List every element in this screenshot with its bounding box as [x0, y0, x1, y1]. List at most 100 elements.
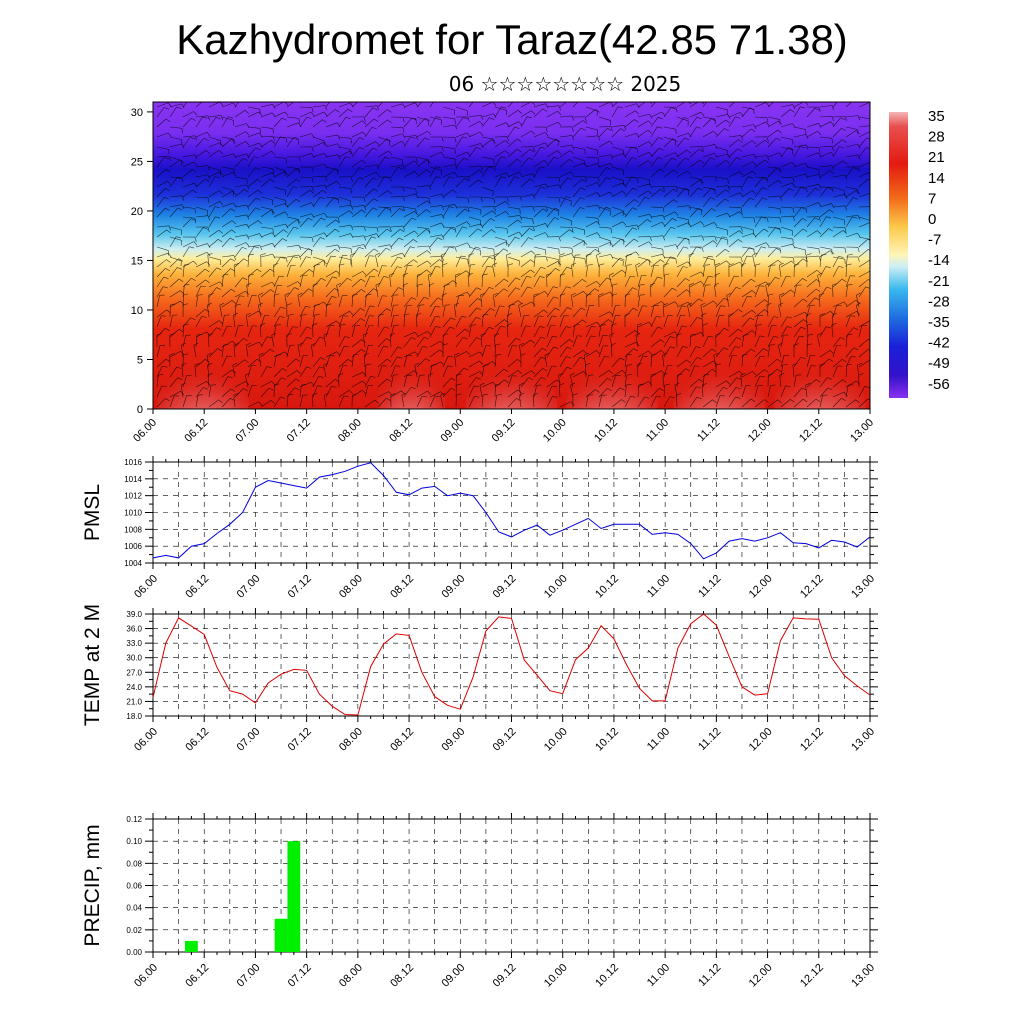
wind-barb — [403, 239, 414, 248]
wind-barb — [637, 236, 650, 238]
wind-barb-flag — [591, 325, 597, 328]
wind-barb — [416, 130, 428, 138]
wind-barb-flag — [331, 296, 337, 298]
wind-barb — [819, 286, 828, 298]
wind-barb — [390, 156, 403, 161]
wind-barb-flag — [527, 286, 533, 289]
wind-barb — [338, 295, 343, 308]
wind-barb — [377, 119, 388, 128]
wind-barb — [728, 116, 736, 128]
wind-barb-flag — [517, 110, 522, 114]
wind-barb-flag — [787, 316, 793, 319]
x-tick-label: 07.12 — [286, 726, 314, 754]
wind-barb — [416, 346, 423, 358]
wind-barb-flag — [434, 395, 440, 397]
wind-barb — [507, 389, 518, 398]
wind-barb-flag — [687, 170, 692, 175]
wind-barb-flag — [698, 148, 704, 153]
wind-barb-flag — [490, 308, 495, 312]
wind-barb-flag — [284, 211, 289, 216]
wind-barb-flag — [372, 107, 378, 111]
wind-barb — [728, 287, 737, 298]
wind-barb-flag — [194, 208, 196, 214]
wind-barb-flag — [272, 104, 276, 109]
wind-barb — [767, 294, 769, 308]
y-tick-label: 0.10 — [126, 837, 142, 846]
wind-barb — [741, 153, 754, 158]
wind-barb — [232, 365, 236, 378]
wind-barb-flag — [530, 269, 535, 274]
wind-barb-flag — [600, 324, 606, 326]
wind-barb — [442, 189, 453, 198]
wind-barb-flag — [463, 117, 468, 120]
wind-barb — [156, 366, 163, 378]
wind-barb — [728, 157, 737, 168]
wind-barb-flag — [245, 290, 250, 295]
wind-barb — [351, 339, 362, 348]
wind-barb — [598, 325, 602, 338]
wind-barb — [260, 268, 271, 278]
wind-barb — [312, 265, 316, 278]
wind-barb — [806, 288, 817, 298]
wind-barb — [156, 180, 168, 188]
wind-barb-flag — [320, 217, 326, 221]
wind-barb — [806, 269, 818, 278]
wind-barb-flag — [545, 103, 549, 109]
wind-barb — [245, 315, 249, 328]
wind-barb-flag — [518, 171, 523, 177]
wind-barb-flag — [715, 363, 721, 366]
wind-barb — [663, 169, 674, 178]
y-tick-label: 0.08 — [126, 859, 142, 868]
wind-barb — [636, 325, 639, 338]
wind-barb — [650, 259, 661, 268]
wind-barb-flag — [285, 223, 289, 229]
wind-barb-flag — [206, 381, 211, 386]
wind-barb-flag — [452, 189, 457, 194]
wind-barb — [637, 350, 649, 358]
wind-barb-flag — [456, 383, 462, 386]
wind-barb-flag — [623, 153, 627, 158]
wind-barb — [429, 365, 433, 378]
wind-barb-flag — [551, 365, 557, 367]
wind-barb — [403, 193, 416, 198]
wind-barb — [533, 205, 546, 208]
wind-barb — [689, 346, 697, 358]
wind-barb — [754, 159, 765, 168]
wind-barb-flag — [674, 152, 679, 157]
wind-barb — [480, 335, 483, 348]
wind-barb — [169, 290, 181, 298]
wind-barb — [611, 106, 619, 118]
wind-barb — [858, 125, 870, 128]
wind-barb — [338, 264, 340, 278]
wind-barb — [286, 102, 295, 108]
wind-barb — [598, 335, 603, 348]
x-tick-label: 11.00 — [644, 417, 671, 444]
wind-barb-flag — [414, 160, 419, 165]
wind-barb-flag — [376, 105, 380, 111]
wind-barb-flag — [792, 177, 795, 183]
wind-barb-flag — [816, 379, 821, 383]
wind-barb — [754, 102, 767, 108]
wind-barb — [286, 370, 298, 378]
wind-barb — [455, 106, 468, 111]
wind-barb-flag — [743, 334, 749, 336]
wind-barb-flag — [490, 218, 495, 222]
wind-barb-flag — [555, 138, 561, 142]
wind-barb-flag — [749, 107, 755, 111]
wind-barb-flag — [375, 252, 381, 256]
wind-barb — [494, 150, 506, 158]
wind-barb — [468, 265, 471, 278]
wind-barb — [481, 229, 492, 238]
wind-barb — [611, 399, 622, 408]
wind-barb-flag — [165, 188, 170, 191]
wind-barb — [728, 328, 739, 338]
wind-barb-flag — [582, 179, 587, 183]
wind-barb — [234, 184, 247, 188]
wind-barb-flag — [324, 105, 328, 111]
wind-barb — [377, 207, 386, 218]
wind-barb-flag — [516, 158, 522, 163]
wind-barb — [208, 287, 217, 298]
wind-barb — [221, 397, 231, 408]
wind-barb-flag — [284, 111, 289, 116]
wind-barb — [494, 106, 502, 118]
